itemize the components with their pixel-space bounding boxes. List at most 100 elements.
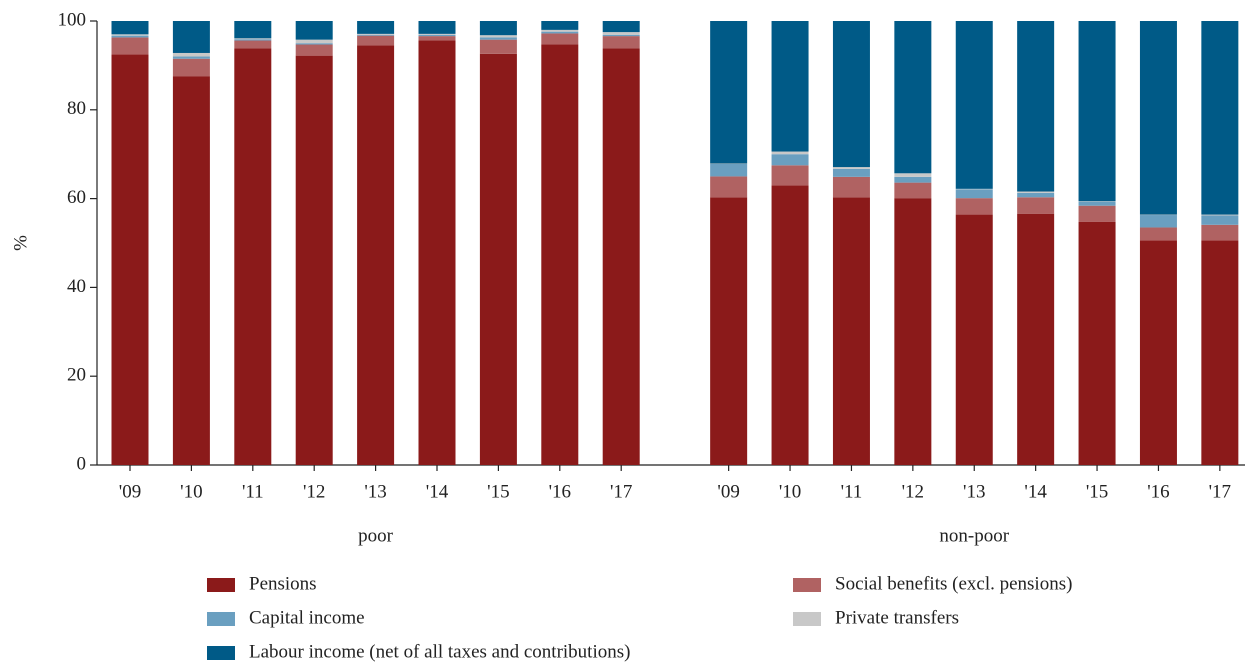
bar-segment	[357, 35, 395, 46]
bar-segment	[771, 154, 809, 166]
bar-segment	[710, 163, 748, 177]
bar-segment	[295, 44, 333, 56]
bar-segment	[1139, 21, 1177, 215]
bar-segment	[955, 21, 993, 189]
legend-swatch	[207, 646, 235, 660]
bar-segment	[357, 21, 395, 34]
x-tick-label: '13	[963, 481, 985, 502]
bar-segment	[234, 21, 272, 39]
legend-swatch	[793, 578, 821, 592]
bar-segment	[894, 173, 932, 177]
bar-segment	[111, 37, 149, 55]
bar-segment	[172, 76, 210, 465]
bar-segment	[1139, 240, 1177, 465]
x-tick-label: '17	[610, 481, 632, 502]
bar-segment	[1078, 21, 1116, 202]
legend-label: Pensions	[249, 573, 317, 594]
bar-segment	[771, 151, 809, 155]
bar-segment	[602, 34, 640, 37]
bar-segment	[602, 48, 640, 465]
legend-label: Capital income	[249, 607, 365, 628]
bar-segment	[894, 182, 932, 199]
bar-segment	[955, 198, 993, 215]
y-axis-label: %	[10, 235, 31, 251]
bar-segment	[295, 55, 333, 466]
legend-swatch	[207, 612, 235, 626]
bar-segment	[111, 35, 149, 38]
bar-segment	[1078, 205, 1116, 222]
bar-segment	[541, 31, 579, 34]
x-tick-label: '15	[1086, 481, 1108, 502]
bar-segment	[894, 176, 932, 183]
x-tick-label: '16	[1147, 481, 1169, 502]
bar-segment	[894, 21, 932, 174]
bar-segment	[1201, 214, 1239, 216]
bar-segment	[479, 53, 517, 466]
bar-segment	[1201, 224, 1239, 241]
x-tick-label: '11	[242, 481, 264, 502]
bar-segment	[541, 44, 579, 465]
bar-segment	[1201, 21, 1239, 215]
bar-segment	[710, 176, 748, 198]
x-tick-label: '13	[364, 481, 386, 502]
bar-segment	[832, 167, 870, 169]
bar-segment	[172, 21, 210, 53]
bar-segment	[1017, 197, 1055, 214]
bar-segment	[832, 168, 870, 177]
bar-segment	[602, 36, 640, 49]
bar-segment	[111, 34, 149, 36]
bar-segment	[602, 32, 640, 35]
bar-segment	[172, 52, 210, 57]
bar-segment	[832, 21, 870, 168]
bar-segment	[418, 40, 456, 465]
bar-segment	[1017, 191, 1055, 193]
bar-segment	[894, 198, 932, 465]
legend-label: Private transfers	[835, 607, 959, 628]
bar-segment	[111, 54, 149, 466]
bar-segment	[710, 21, 748, 164]
x-tick-label: '17	[1209, 481, 1231, 502]
bar-segment	[955, 189, 993, 199]
bar-segment	[357, 34, 395, 36]
group-label: poor	[358, 525, 394, 546]
bar-segment	[1017, 192, 1055, 198]
bar-segment	[234, 40, 272, 49]
bar-segment	[1201, 240, 1239, 465]
x-tick-label: '11	[841, 481, 863, 502]
x-tick-label: '12	[902, 481, 924, 502]
bar-segment	[1201, 215, 1239, 225]
x-tick-label: '14	[426, 481, 449, 502]
legend-swatch	[793, 612, 821, 626]
y-tick-label: 20	[67, 365, 86, 386]
bar-segment	[771, 165, 809, 186]
bar-segment	[1017, 213, 1055, 465]
bar-segment	[1139, 215, 1177, 228]
bar-segment	[832, 197, 870, 465]
legend-label: Labour income (net of all taxes and cont…	[249, 641, 630, 662]
x-tick-label: '14	[1024, 481, 1047, 502]
y-tick-label: 60	[67, 187, 86, 208]
bar-segment	[479, 37, 517, 40]
legend-label: Social benefits (excl. pensions)	[835, 573, 1072, 594]
bar-segment	[418, 34, 456, 37]
y-tick-label: 40	[67, 276, 86, 297]
x-tick-label: '09	[717, 481, 739, 502]
bar-segment	[1078, 221, 1116, 465]
x-tick-label: '15	[487, 481, 509, 502]
bar-segment	[1139, 227, 1177, 241]
x-tick-label: '09	[119, 481, 141, 502]
bar-segment	[541, 29, 579, 32]
bar-segment	[479, 21, 517, 36]
bar-segment	[111, 21, 149, 35]
bar-segment	[1078, 201, 1116, 206]
bar-segment	[955, 214, 993, 465]
bar-segment	[357, 33, 395, 35]
bar-segment	[295, 43, 333, 45]
bar-segment	[479, 39, 517, 54]
x-tick-label: '10	[779, 481, 801, 502]
bar-segment	[602, 21, 640, 33]
bar-segment	[479, 35, 517, 38]
x-tick-label: '10	[180, 481, 202, 502]
bar-segment	[418, 33, 456, 35]
